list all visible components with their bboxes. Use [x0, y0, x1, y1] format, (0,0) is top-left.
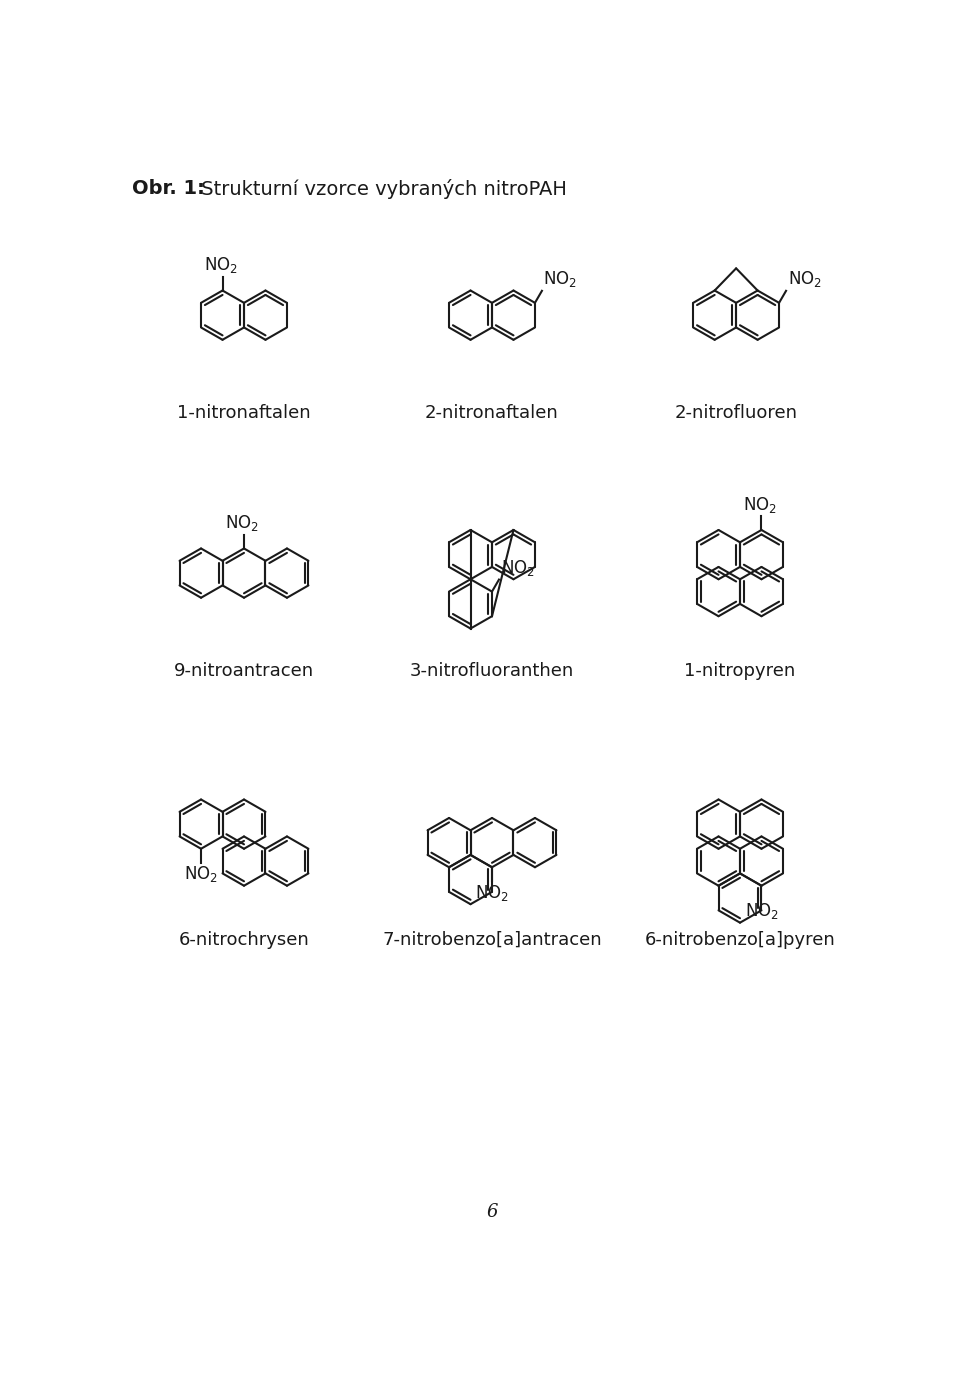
Text: 6-nitrochrysen: 6-nitrochrysen — [179, 931, 309, 949]
Text: 2-nitrofluoren: 2-nitrofluoren — [675, 404, 798, 422]
Text: 1-nitronaftalen: 1-nitronaftalen — [178, 404, 311, 422]
Text: 7-nitrobenzo[a]antracen: 7-nitrobenzo[a]antracen — [382, 931, 602, 949]
Text: 3-nitrofluoranthen: 3-nitrofluoranthen — [410, 661, 574, 679]
Text: NO$_2$: NO$_2$ — [226, 513, 259, 534]
Text: Strukturní vzorce vybraných nitroPAH: Strukturní vzorce vybraných nitroPAH — [195, 179, 567, 199]
Text: 6: 6 — [487, 1203, 497, 1221]
Text: NO$_2$: NO$_2$ — [745, 901, 779, 921]
Text: 2-nitronaftalen: 2-nitronaftalen — [425, 404, 559, 422]
Text: Obr. 1:: Obr. 1: — [132, 179, 204, 198]
Text: NO$_2$: NO$_2$ — [184, 864, 218, 884]
Text: NO$_2$: NO$_2$ — [204, 256, 238, 275]
Text: NO$_2$: NO$_2$ — [743, 495, 777, 514]
Text: 6-nitrobenzo[a]pyren: 6-nitrobenzo[a]pyren — [644, 931, 835, 949]
Text: 1-nitropyren: 1-nitropyren — [684, 661, 796, 679]
Text: NO$_2$: NO$_2$ — [475, 883, 509, 902]
Text: NO$_2$: NO$_2$ — [500, 558, 535, 577]
Text: NO$_2$: NO$_2$ — [787, 270, 822, 289]
Text: 9-nitroantracen: 9-nitroantracen — [174, 661, 314, 679]
Text: NO$_2$: NO$_2$ — [543, 270, 577, 289]
